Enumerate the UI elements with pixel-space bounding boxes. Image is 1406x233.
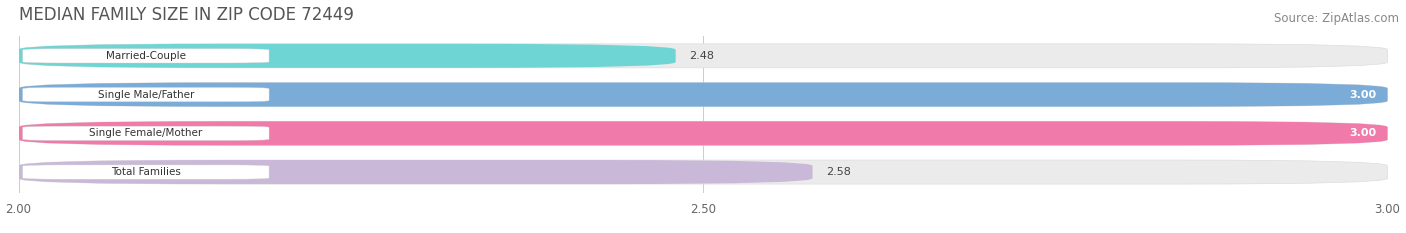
Text: Total Families: Total Families — [111, 167, 181, 177]
Text: 2.48: 2.48 — [689, 51, 714, 61]
FancyBboxPatch shape — [18, 160, 813, 184]
Text: Source: ZipAtlas.com: Source: ZipAtlas.com — [1274, 12, 1399, 25]
Text: Married-Couple: Married-Couple — [105, 51, 186, 61]
FancyBboxPatch shape — [18, 121, 1388, 145]
FancyBboxPatch shape — [18, 82, 1388, 106]
FancyBboxPatch shape — [22, 126, 269, 140]
FancyBboxPatch shape — [18, 82, 1388, 106]
Text: Single Female/Mother: Single Female/Mother — [89, 128, 202, 138]
Text: 3.00: 3.00 — [1350, 128, 1376, 138]
Text: 2.58: 2.58 — [827, 167, 851, 177]
FancyBboxPatch shape — [18, 44, 1388, 68]
Text: Single Male/Father: Single Male/Father — [97, 89, 194, 99]
FancyBboxPatch shape — [22, 165, 269, 179]
FancyBboxPatch shape — [18, 44, 676, 68]
Text: MEDIAN FAMILY SIZE IN ZIP CODE 72449: MEDIAN FAMILY SIZE IN ZIP CODE 72449 — [18, 6, 353, 24]
FancyBboxPatch shape — [18, 121, 1388, 145]
FancyBboxPatch shape — [22, 87, 269, 102]
FancyBboxPatch shape — [18, 160, 1388, 184]
FancyBboxPatch shape — [22, 49, 269, 63]
Text: 3.00: 3.00 — [1350, 89, 1376, 99]
